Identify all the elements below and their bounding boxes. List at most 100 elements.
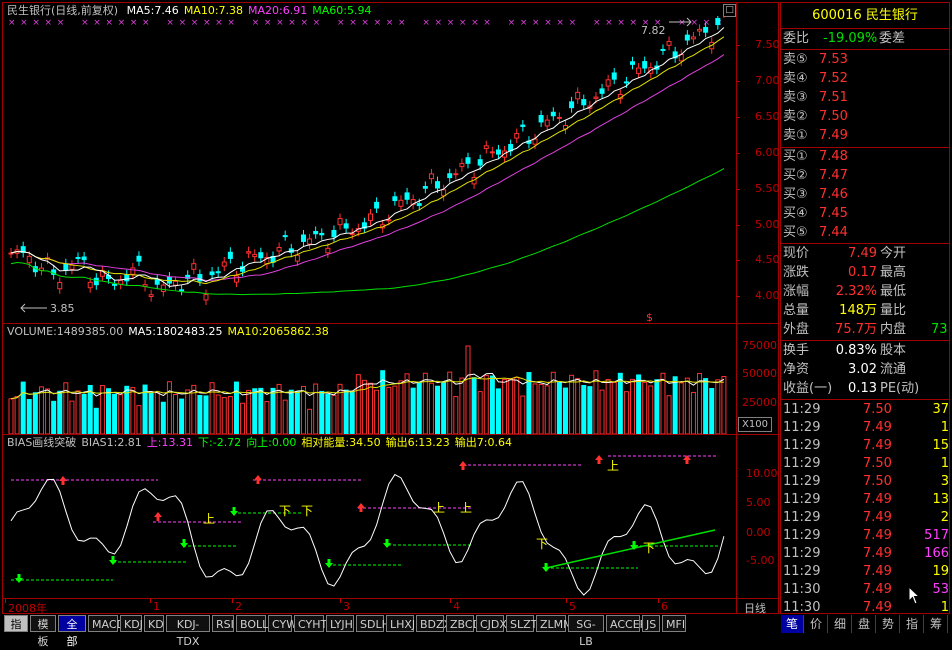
stat-row: 外盘 75.7万 内盘 73 [783, 321, 949, 339]
quote-tab-6[interactable]: 筹 [925, 615, 948, 633]
signal-cross: × [544, 18, 552, 28]
indicator-tab-slzt[interactable]: SLZT [506, 615, 537, 632]
bias-chart[interactable]: 上上 上上下 下下下 [3, 450, 736, 598]
sell-price[interactable]: 7.50 [819, 109, 848, 124]
buy-price[interactable]: 7.45 [819, 206, 848, 221]
signal-cross: × [166, 18, 174, 28]
indicator-tab-sdlh[interactable]: SDLH [356, 615, 390, 632]
fund-row: 换手 0.83% 股本 [783, 342, 949, 360]
volume-bar [99, 385, 105, 434]
indicator-tab-kdj-tdx[interactable]: KDJ-TDX [166, 615, 210, 648]
indicator-tab-kd[interactable]: KD [144, 615, 164, 632]
close-chart-icon[interactable]: □ [723, 4, 736, 17]
indicator-tab-macd[interactable]: MACD [88, 615, 125, 632]
candle-body [294, 254, 300, 262]
candlestick-chart[interactable]: × × × × × × × × × × × × × × × × × × × × × × × × × × × × × × × × × × × × × × × ×… [3, 16, 736, 322]
indicator-tab-accer[interactable]: ACCER [606, 615, 647, 632]
indicator-tab-js[interactable]: JS [642, 615, 660, 632]
volume-bar [489, 375, 495, 434]
volume-bars [8, 345, 727, 434]
quote-tab-1[interactable]: 价 [805, 615, 828, 633]
quote-tab-3[interactable]: 盘 [853, 615, 876, 633]
indicator-tab-lyjh[interactable]: LYJH [326, 615, 354, 632]
volume-bar [623, 391, 629, 434]
signal-cross: × [532, 18, 540, 28]
candles [8, 16, 725, 305]
indicator-tab-bdzx[interactable]: BDZX [416, 615, 451, 632]
volume-unit: X100 [738, 417, 772, 432]
quote-tab-0[interactable]: 笔 [781, 615, 804, 633]
indicator-tab-zlmm[interactable]: ZLMM [536, 615, 573, 632]
tick-price: 7.49 [863, 420, 892, 435]
volume-bar [191, 384, 197, 434]
indicator-tab-cjdx[interactable]: CJDX [476, 615, 507, 632]
volume-bar [8, 398, 14, 434]
volume-bar [428, 382, 434, 434]
indicator-tab-rsi[interactable]: RSI [212, 615, 234, 632]
fund-row: 净资 3.02 流通 [783, 361, 949, 379]
signal-cross: × [300, 18, 308, 28]
up-arrow-icon [459, 461, 467, 470]
candle-body [75, 256, 81, 259]
indicator-tab-全部[interactable]: 全部 [58, 615, 86, 648]
volume-bar [605, 378, 611, 434]
indicator-tab-指标[interactable]: 指标 [4, 615, 28, 648]
indicator-tab-boll[interactable]: BOLL [236, 615, 268, 632]
volume-bar [459, 377, 465, 434]
signal-cross: × [690, 18, 698, 28]
candle-body [593, 96, 599, 99]
sell-level-label: 卖⑤ [783, 52, 808, 67]
candle-body [233, 275, 239, 283]
candle-body [203, 294, 209, 301]
quote-tab-4[interactable]: 势 [877, 615, 900, 633]
time-tick-mark [232, 599, 233, 603]
price-tick-label: 5.00 [755, 217, 780, 231]
candle-body [483, 145, 489, 149]
volume-bar [337, 383, 343, 434]
time-tick-label: 2008年 [8, 602, 47, 615]
sell-price[interactable]: 7.49 [819, 128, 848, 143]
period-label[interactable]: 日线 [744, 602, 766, 615]
quote-tab-2[interactable]: 细 [829, 615, 852, 633]
buy-price[interactable]: 7.47 [819, 168, 848, 183]
signal-cross: × [252, 18, 260, 28]
buy-price[interactable]: 7.46 [819, 187, 848, 202]
volume-chart[interactable] [3, 338, 736, 434]
fund-row: 收益(一) 0.13 PE(动) [783, 380, 949, 398]
tick-volume: 1 [940, 600, 949, 615]
signal-cross: × [203, 18, 211, 28]
candle-body [124, 274, 130, 282]
stat-label-2: 内盘 [880, 322, 907, 337]
indicator-tab-zbcd[interactable]: ZBCD [446, 615, 481, 632]
indicator-tab-cyht[interactable]: CYHT [294, 615, 327, 632]
indicator-tab-mfi[interactable]: MFI [662, 615, 686, 632]
quote-tab-5[interactable]: 指 [901, 615, 924, 633]
sell-price[interactable]: 7.52 [819, 71, 848, 86]
main-chart-header: 民生银行(日线,前复权) MA5:7.46 MA10:7.38 MA20:6.91 M… [7, 4, 371, 18]
buy-price[interactable]: 7.48 [819, 149, 848, 164]
sell-price[interactable]: 7.53 [819, 52, 848, 67]
bias-trend-line [545, 529, 716, 569]
sell-price[interactable]: 7.51 [819, 90, 848, 105]
candle-body [477, 159, 483, 166]
candle-body [343, 223, 349, 229]
tick-time: 11:29 [783, 456, 821, 471]
quote-title: 600016 民生银行 [782, 5, 948, 27]
tick-time: 11:29 [783, 474, 821, 489]
bias-legend-item: 向上:0.00 [246, 436, 297, 449]
signal-cross: × [508, 18, 516, 28]
candle-body [26, 255, 32, 264]
candle-body [605, 79, 611, 87]
indicator-tab-cyw[interactable]: CYW [268, 615, 297, 632]
buy-price[interactable]: 7.44 [819, 225, 848, 240]
indicator-tab-模板[interactable]: 模板 [30, 615, 56, 648]
volume-bar [599, 389, 605, 434]
signal-cross: × [337, 18, 345, 28]
indicator-tab-lhxj[interactable]: LHXJ [386, 615, 415, 632]
volume-bar [142, 384, 148, 434]
quote-divider [781, 147, 949, 148]
volume-bar [569, 374, 575, 434]
volume-bar [173, 393, 179, 434]
indicator-tab-kdj[interactable]: KDJ [120, 615, 143, 632]
indicator-tab-sg-lb[interactable]: SG-LB [568, 615, 604, 648]
